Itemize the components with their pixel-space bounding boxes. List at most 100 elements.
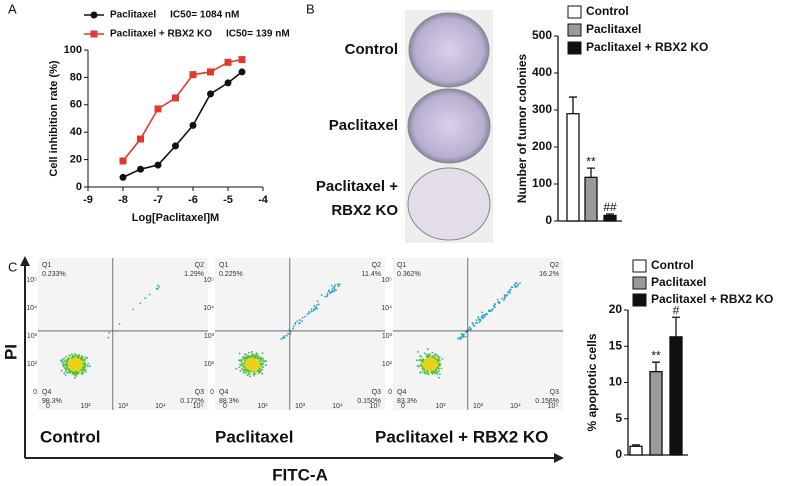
event-dot — [70, 362, 73, 365]
event-dot — [265, 360, 267, 362]
event-dot — [248, 355, 250, 358]
legend-swatch — [567, 23, 582, 37]
error-bar — [569, 96, 577, 114]
event-dot — [328, 290, 330, 293]
event-dot — [75, 375, 78, 377]
plot-label: Paclitaxel — [215, 427, 293, 446]
event-dot — [421, 371, 424, 373]
event-dot — [434, 372, 436, 375]
event-dot — [245, 353, 248, 356]
event-dot — [65, 355, 67, 358]
event-dot — [76, 373, 79, 375]
event-dot — [436, 367, 439, 370]
y-tick-label: 0 — [210, 389, 214, 396]
event-dot — [438, 356, 440, 359]
y-tick-label: 20 — [609, 302, 623, 316]
event-dot — [71, 369, 74, 371]
event-dot — [419, 371, 422, 374]
event-dot — [429, 362, 432, 364]
plate — [407, 167, 491, 241]
y-tick-label: 0 — [615, 447, 622, 461]
event-dot — [484, 314, 487, 316]
marker — [137, 135, 144, 143]
plot-label: Paclitaxel + RBX2 KO — [375, 427, 548, 446]
event-dot — [245, 356, 247, 359]
event-dot — [433, 363, 435, 366]
x-axis-label: Log[Paclitaxel]M — [132, 212, 219, 224]
event-dot — [426, 369, 429, 372]
event-dot — [235, 367, 238, 370]
x-axis-label: FITC-A — [272, 465, 328, 484]
x-tick-label: 10⁵ — [193, 403, 204, 410]
event-dot — [259, 358, 262, 361]
quadrant-percent: 88.3% — [219, 398, 239, 405]
y-tick-label: 0 — [76, 181, 82, 193]
event-dot — [248, 372, 251, 375]
event-dot — [83, 358, 86, 361]
event-dot — [66, 357, 69, 360]
x-tick-label: -9 — [83, 194, 93, 206]
x-tick-label: 0 — [401, 403, 405, 410]
x-tick-label: 10⁴ — [510, 403, 521, 410]
event-dot — [437, 365, 440, 368]
y-axis-label: Number of tumor colonies — [515, 54, 529, 204]
event-dot — [421, 364, 424, 366]
marker — [154, 161, 162, 169]
error-bar — [587, 167, 595, 178]
quadrant-name: Q1 — [42, 262, 51, 269]
event-dot — [75, 368, 78, 371]
quadrant-name: Q2 — [195, 262, 204, 269]
event-dot — [420, 364, 423, 367]
quadrant-percent: 11.4% — [362, 271, 381, 278]
plate — [408, 12, 490, 88]
event-dot — [457, 338, 459, 340]
event-dot — [74, 357, 77, 360]
quadrant-name: Q1 — [397, 262, 406, 269]
event-dot — [247, 361, 249, 364]
quadrant-name: Q1 — [219, 262, 228, 269]
event-dot — [425, 356, 428, 358]
event-dot — [64, 367, 66, 369]
quadrant-name: Q3 — [372, 389, 381, 396]
event-dot — [285, 334, 288, 337]
event-dot — [77, 354, 80, 356]
event-dot — [415, 359, 418, 362]
y-axis-label: % apoptotic cells — [585, 333, 599, 431]
x-tick-label: 10² — [80, 403, 91, 410]
legend-label: Control — [586, 4, 629, 18]
y-tick-label: 10³ — [204, 333, 215, 340]
plate-label: Paclitaxel + RBX2 KO — [316, 178, 398, 219]
event-dot — [509, 292, 511, 294]
event-dot — [75, 371, 78, 374]
event-dot — [433, 356, 436, 358]
event-dot — [256, 370, 258, 373]
event-dot — [261, 373, 264, 375]
y-tick-label: 10² — [382, 361, 393, 368]
y-tick-label: 15 — [609, 338, 623, 352]
bar — [629, 445, 643, 456]
event-dot — [241, 363, 244, 366]
event-dot — [434, 365, 437, 367]
quadrant-percent: 98.3% — [42, 398, 62, 405]
marker — [207, 90, 214, 98]
y-tick-label: 10⁵ — [26, 277, 37, 284]
event-dot — [469, 328, 472, 331]
marker — [238, 68, 246, 76]
event-dot — [252, 360, 255, 362]
event-dot — [249, 368, 252, 371]
y-tick-label: 80 — [70, 71, 82, 83]
event-dot — [81, 359, 84, 362]
event-dot — [257, 370, 260, 373]
legend-label: Paclitaxel — [651, 275, 706, 289]
event-dot — [158, 285, 161, 288]
event-dot — [423, 352, 426, 355]
legend-ic50: IC50= 139 nM — [226, 29, 290, 40]
event-dot — [251, 352, 253, 355]
event-dot — [67, 363, 70, 365]
event-dot — [292, 327, 294, 330]
quadrant-percent: 1.29% — [184, 271, 204, 278]
event-dot — [148, 293, 151, 296]
event-dot — [68, 366, 70, 368]
x-tick-label: 10³ — [295, 403, 306, 410]
